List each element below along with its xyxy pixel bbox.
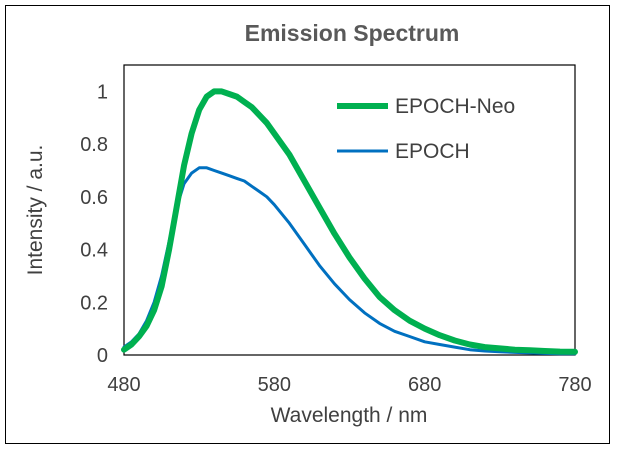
- x-tick-label: 580: [258, 374, 291, 396]
- plot-area: [123, 64, 576, 356]
- chart-title: Emission Spectrum: [245, 20, 460, 46]
- chart-frame: [5, 5, 610, 444]
- legend-label-epoch: EPOCH: [395, 140, 470, 163]
- y-tick-label: 0.6: [80, 187, 108, 209]
- y-tick-labels: 0 0.2 0.4 0.6 0.8 1: [80, 81, 108, 367]
- y-tick-label: 0.4: [80, 240, 108, 262]
- x-tick-label: 680: [408, 374, 441, 396]
- x-axis-label: Wavelength / nm: [271, 404, 428, 427]
- y-tick-label: 1: [97, 81, 108, 103]
- x-tick-label: 780: [558, 374, 591, 396]
- y-axis-label: Intensity / a.u.: [24, 145, 47, 276]
- series-line-epoch-neo: [121, 88, 578, 355]
- plot-border: [123, 64, 576, 356]
- legend-label-epoch-neo: EPOCH-Neo: [395, 95, 515, 118]
- y-tick-label: 0: [97, 345, 108, 367]
- x-tick-labels: 480 580 680 780: [107, 374, 591, 396]
- legend: EPOCH-Neo EPOCH: [337, 95, 515, 163]
- y-tick-label: 0.8: [80, 134, 108, 156]
- x-tick-label: 480: [107, 374, 140, 396]
- series-layer: [121, 88, 578, 356]
- y-tick-label: 0.2: [80, 292, 108, 314]
